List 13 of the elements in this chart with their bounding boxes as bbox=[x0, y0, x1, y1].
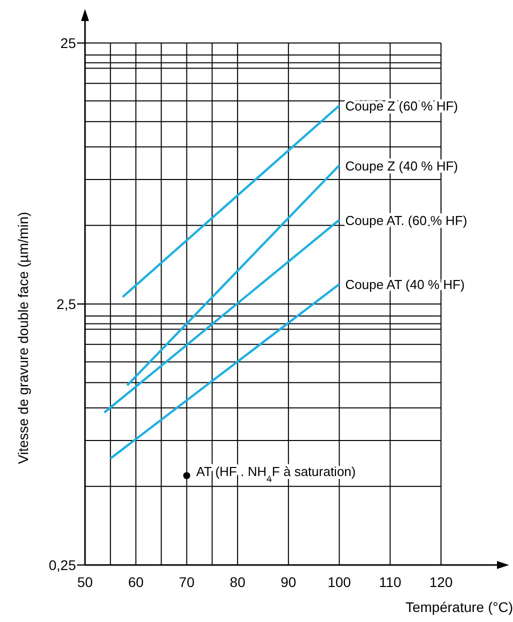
y-tick-label: 0,25 bbox=[48, 557, 76, 573]
x-tick-label: 80 bbox=[230, 574, 246, 590]
x-axis-title: Température (°C) bbox=[405, 599, 513, 615]
x-tick-label: 100 bbox=[328, 574, 352, 590]
x-tick-label: 50 bbox=[77, 574, 93, 590]
x-tick-label: 120 bbox=[429, 574, 453, 590]
y-tick-label: 25 bbox=[60, 35, 76, 51]
x-tick-label: 60 bbox=[128, 574, 144, 590]
x-tick-label: 90 bbox=[280, 574, 296, 590]
x-tick-label: 70 bbox=[178, 574, 195, 590]
y-tick-label: 2,5 bbox=[56, 296, 76, 312]
x-tick-label: 110 bbox=[378, 574, 402, 590]
y-axis-title: Vitesse de gravure double face (µm/min) bbox=[14, 212, 31, 464]
